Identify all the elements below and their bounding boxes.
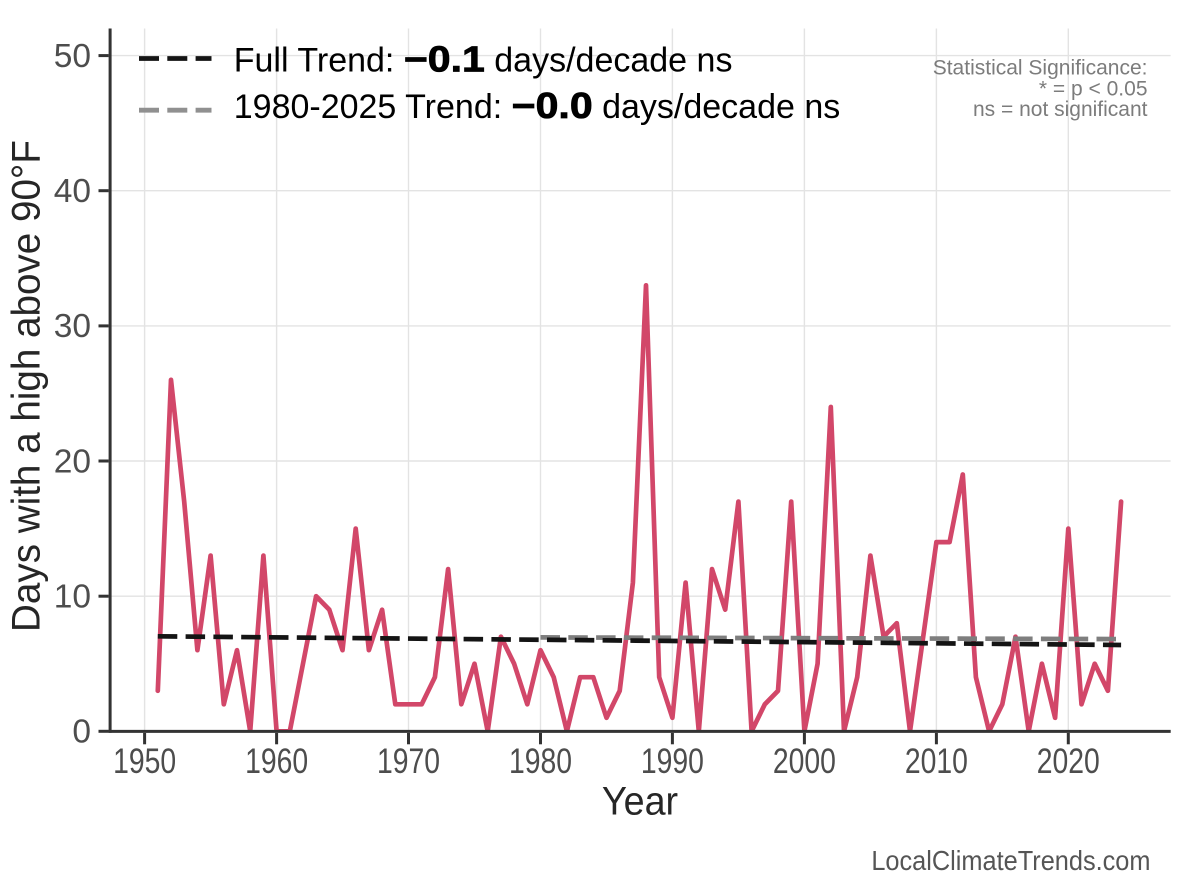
svg-text:2010: 2010 xyxy=(905,741,968,781)
svg-text:0: 0 xyxy=(72,714,91,751)
svg-text:Full Trend: −0.1 days/decade n: Full Trend: −0.1 days/decade ns xyxy=(234,39,733,80)
svg-text:1980-2025 Trend: −0.0 days/dec: 1980-2025 Trend: −0.0 days/decade ns xyxy=(234,85,841,126)
svg-text:Statistical Significance:: Statistical Significance: xyxy=(933,57,1148,80)
svg-text:Year: Year xyxy=(602,780,678,824)
svg-text:1960: 1960 xyxy=(245,741,308,781)
svg-text:30: 30 xyxy=(54,308,91,345)
svg-text:ns = not significant: ns = not significant xyxy=(973,98,1148,121)
svg-text:50: 50 xyxy=(54,38,91,75)
svg-text:Days with a high above 90°F: Days with a high above 90°F xyxy=(5,140,48,632)
svg-text:20: 20 xyxy=(54,443,91,480)
svg-text:40: 40 xyxy=(54,173,91,210)
svg-text:1950: 1950 xyxy=(113,741,176,781)
svg-text:1970: 1970 xyxy=(377,741,440,781)
svg-text:1990: 1990 xyxy=(641,741,704,781)
svg-text:2020: 2020 xyxy=(1037,741,1100,781)
svg-text:1980: 1980 xyxy=(509,741,572,781)
svg-text:LocalClimateTrends.com: LocalClimateTrends.com xyxy=(871,845,1150,876)
svg-text:* = p < 0.05: * = p < 0.05 xyxy=(1039,77,1148,100)
svg-text:2000: 2000 xyxy=(773,741,836,781)
svg-text:10: 10 xyxy=(54,579,91,616)
